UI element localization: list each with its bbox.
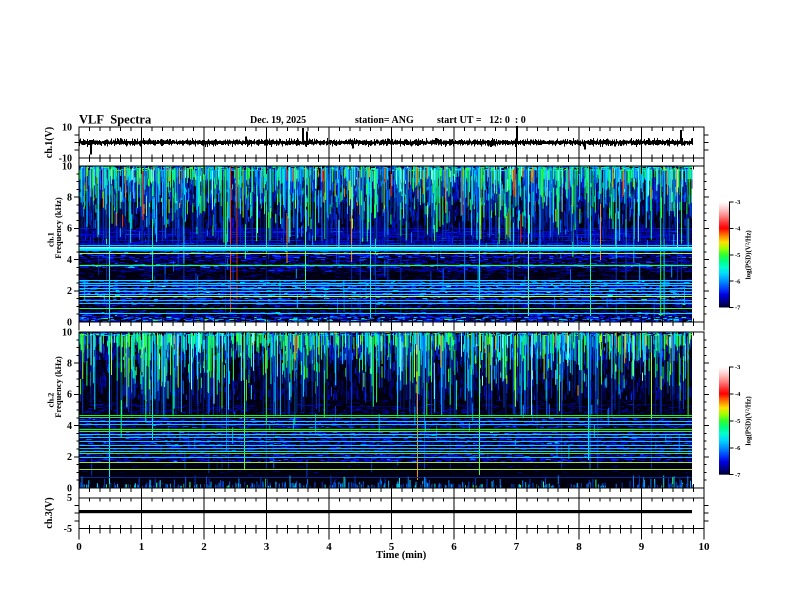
svg-text:10: 10 bbox=[62, 327, 72, 338]
svg-text:9: 9 bbox=[639, 541, 645, 553]
svg-text:6: 6 bbox=[451, 541, 457, 553]
svg-text:-5: -5 bbox=[735, 418, 741, 425]
svg-text:Dec. 19, 2025: Dec. 19, 2025 bbox=[250, 115, 306, 126]
svg-text:-5: -5 bbox=[64, 524, 72, 535]
svg-text:6: 6 bbox=[67, 224, 72, 235]
svg-text:-4: -4 bbox=[735, 226, 741, 233]
svg-text:0: 0 bbox=[67, 483, 72, 494]
svg-text:8: 8 bbox=[576, 541, 582, 553]
svg-text:10: 10 bbox=[699, 541, 711, 553]
svg-text:1: 1 bbox=[139, 541, 145, 553]
svg-text:log(PSD)(V²/Hz): log(PSD)(V²/Hz) bbox=[745, 396, 753, 446]
svg-text:Frequency (kHz): Frequency (kHz) bbox=[53, 356, 63, 418]
svg-text:7: 7 bbox=[514, 541, 520, 553]
svg-text:-7: -7 bbox=[735, 472, 741, 479]
svg-text:2: 2 bbox=[67, 286, 72, 297]
svg-text:2: 2 bbox=[67, 452, 72, 463]
svg-text:-5: -5 bbox=[735, 252, 741, 259]
svg-text:0: 0 bbox=[76, 541, 82, 553]
svg-text:8: 8 bbox=[67, 359, 72, 370]
svg-text:-4: -4 bbox=[735, 391, 741, 398]
svg-text:-3: -3 bbox=[735, 364, 741, 371]
svg-text:8: 8 bbox=[67, 193, 72, 204]
svg-text:-10: -10 bbox=[59, 153, 72, 164]
svg-text:ch.3(V): ch.3(V) bbox=[44, 497, 55, 528]
svg-text:4: 4 bbox=[67, 255, 72, 266]
svg-text:-3: -3 bbox=[735, 199, 741, 206]
svg-text:4: 4 bbox=[326, 541, 332, 553]
svg-text:ch.1(V): ch.1(V) bbox=[44, 127, 55, 158]
svg-text:10: 10 bbox=[62, 122, 72, 133]
svg-text:station= ANG: station= ANG bbox=[355, 115, 414, 126]
svg-text:0: 0 bbox=[67, 317, 72, 328]
svg-text:VLF Spectra: VLF Spectra bbox=[79, 113, 152, 127]
svg-text:Frequency (kHz): Frequency (kHz) bbox=[53, 197, 63, 259]
svg-text:log(PSD)(V²/Hz): log(PSD)(V²/Hz) bbox=[745, 230, 753, 280]
svg-text:10: 10 bbox=[62, 161, 72, 172]
svg-text:-6: -6 bbox=[735, 445, 741, 452]
svg-text:2: 2 bbox=[201, 541, 207, 553]
svg-text:6: 6 bbox=[67, 390, 72, 401]
svg-text:ch.1: ch.1 bbox=[46, 232, 56, 247]
svg-text:5: 5 bbox=[67, 493, 72, 504]
svg-text:start UT = 12: 0 : 0: start UT = 12: 0 : 0 bbox=[437, 115, 526, 126]
svg-text:Time (min): Time (min) bbox=[376, 550, 427, 561]
svg-text:5: 5 bbox=[389, 541, 395, 553]
svg-text:ch.2: ch.2 bbox=[46, 393, 56, 408]
svg-text:-6: -6 bbox=[735, 278, 741, 285]
svg-text:3: 3 bbox=[264, 541, 270, 553]
svg-text:4: 4 bbox=[67, 421, 72, 432]
svg-text:-7: -7 bbox=[735, 305, 741, 312]
